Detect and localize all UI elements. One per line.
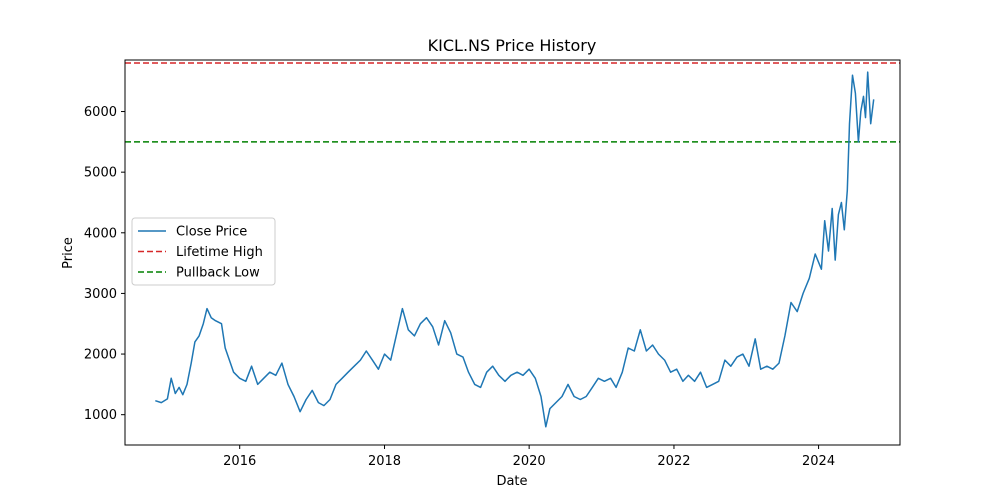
y-tick-label: 4000: [84, 226, 117, 241]
series-line-close-price: [155, 71, 875, 428]
x-tick-label: 2016: [223, 454, 256, 469]
y-axis: 1000 2000 3000 4000 5000 6000: [84, 105, 125, 423]
y-tick-label: 6000: [84, 105, 117, 120]
x-tick-label: 2020: [513, 454, 546, 469]
y-tick-label: 2000: [84, 348, 117, 363]
legend: Close Price Lifetime High Pullback Low: [131, 217, 276, 286]
y-tick-label: 1000: [84, 408, 117, 423]
plot-frame: [124, 59, 901, 446]
x-axis-title: Date: [496, 474, 527, 489]
x-tick-label: 2018: [368, 454, 401, 469]
x-tick-label: 2024: [802, 454, 835, 469]
legend-box: [131, 217, 276, 286]
y-tick-label: 3000: [84, 287, 117, 302]
legend-label: Close Price: [176, 225, 247, 240]
legend-label: Pullback Low: [176, 266, 260, 281]
chart-title: KICL.NS Price History: [428, 36, 597, 55]
y-tick-label: 5000: [84, 166, 117, 181]
x-tick-label: 2022: [657, 454, 690, 469]
x-axis: 2016 2018 2020 2022 2024: [223, 445, 835, 469]
y-axis-title: Price: [61, 237, 76, 269]
legend-label: Lifetime High: [176, 245, 263, 260]
